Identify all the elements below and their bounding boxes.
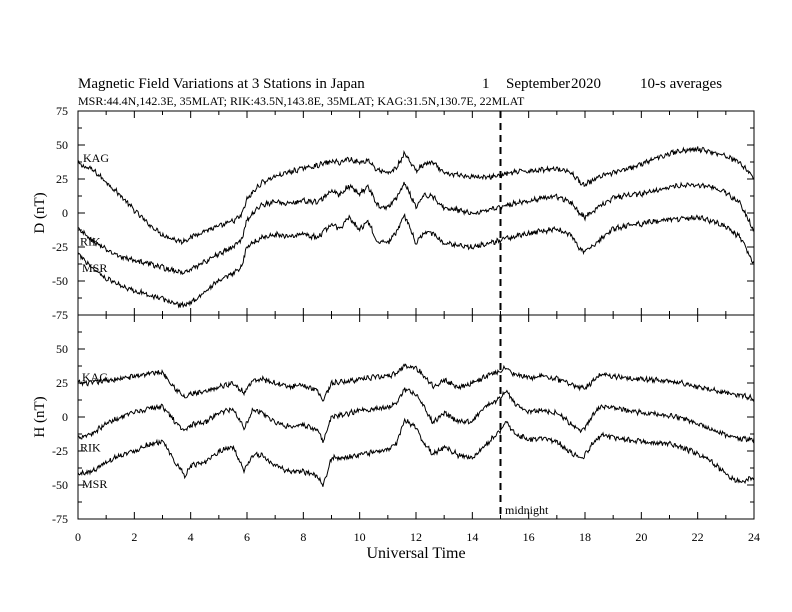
series-label-msr: MSR (82, 261, 107, 275)
series-line-rik (78, 387, 755, 444)
series-line-kag (77, 146, 755, 246)
chart-date-month: September (506, 76, 570, 92)
x-tick-label: 14 (466, 530, 478, 544)
x-tick-label: 24 (748, 530, 760, 544)
chart-title: Magnetic Field Variations at 3 Stations … (78, 76, 365, 92)
series-label-rik: RIK (80, 440, 101, 454)
x-tick-label: 4 (188, 530, 194, 544)
y-tick-label: -75 (52, 512, 68, 526)
series-label-kag: KAG (83, 151, 109, 165)
x-tick-label: 8 (300, 530, 306, 544)
x-tick-label: 2 (131, 530, 137, 544)
plot-frame (77, 110, 755, 316)
y-tick-label: -25 (52, 240, 68, 254)
x-tick-label: 10 (354, 530, 366, 544)
y-axis-label: H (nT) (32, 396, 48, 437)
series-label-kag: KAG (82, 370, 108, 384)
chart-subtitle-stations: MSR:44.4N,142.3E, 35MLAT; RIK:43.5N,143.… (78, 94, 525, 108)
x-tick-label: 20 (635, 530, 647, 544)
series-line-kag (77, 363, 755, 402)
x-axis-label: Universal Time (366, 545, 465, 562)
y-tick-label: 75 (56, 104, 68, 118)
y-tick-label: 50 (56, 138, 68, 152)
series-label-msr: MSR (82, 477, 107, 491)
y-tick-label: 25 (56, 172, 68, 186)
midnight-label: midnight (505, 503, 549, 517)
y-tick-label: 50 (56, 342, 68, 356)
y-tick-label: 0 (62, 410, 68, 424)
x-tick-label: 6 (244, 530, 250, 544)
chart-averaging: 10-s averages (640, 76, 722, 92)
y-tick-label: 25 (56, 376, 68, 390)
chart-date-year: 2020 (571, 76, 601, 92)
x-tick-label: 18 (579, 530, 591, 544)
y-axis-label: D (nT) (32, 192, 48, 233)
chart-date-day: 1 (482, 76, 490, 92)
y-tick-label: 0 (62, 206, 68, 220)
d-panel: 75 50 25 0 -25 -50 -75 D (nT) KAG RIK MSR (32, 104, 755, 322)
y-tick-label: -50 (52, 478, 68, 492)
series-line-msr (77, 212, 755, 309)
series-line-rik (77, 181, 755, 276)
x-tick-label: 22 (692, 530, 704, 544)
y-tick-label: -50 (52, 274, 68, 288)
x-tick-label: 12 (410, 530, 422, 544)
x-tick-label: 0 (75, 530, 81, 544)
x-tick-label: 16 (523, 530, 535, 544)
plot-frame (77, 314, 755, 520)
y-tick-label: -75 (52, 308, 68, 322)
series-label-rik: RIK (80, 234, 101, 248)
series-line-msr (77, 417, 755, 487)
y-tick-label: -25 (52, 444, 68, 458)
